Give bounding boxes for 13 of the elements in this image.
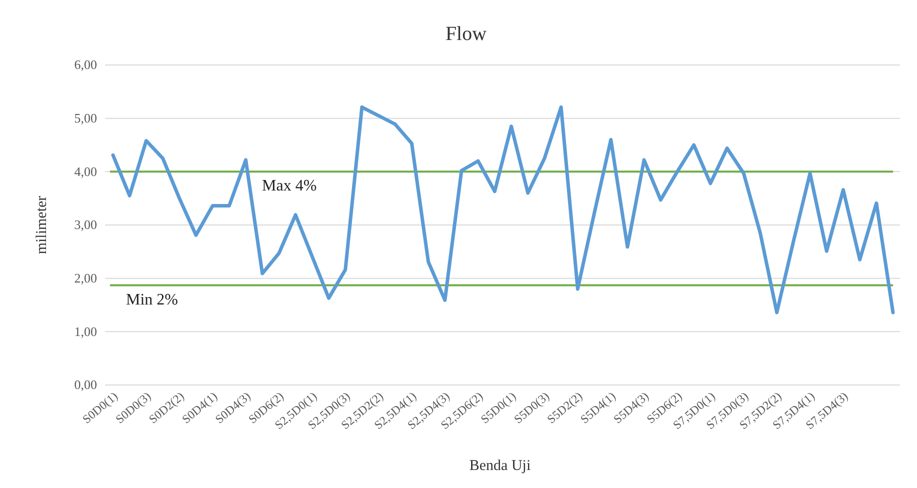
ref-line-label: Max 4% [262, 178, 317, 195]
y-axis-title: milimeter [34, 196, 50, 254]
y-tick-label: 3,00 [74, 217, 97, 232]
y-tick-label: 5,00 [74, 110, 97, 126]
line-series [111, 105, 895, 314]
y-tick-label: 6,00 [74, 57, 97, 72]
y-tick-label: 1,00 [74, 324, 97, 339]
x-axis-title: Benda Uji [469, 458, 531, 474]
y-tick-label: 4,00 [74, 164, 97, 179]
ref-line-label: Min 2% [126, 291, 178, 308]
y-tick-label: 2,00 [74, 270, 97, 286]
chart-title: Flow [445, 23, 488, 45]
y-tick-label: 0,00 [74, 377, 97, 392]
